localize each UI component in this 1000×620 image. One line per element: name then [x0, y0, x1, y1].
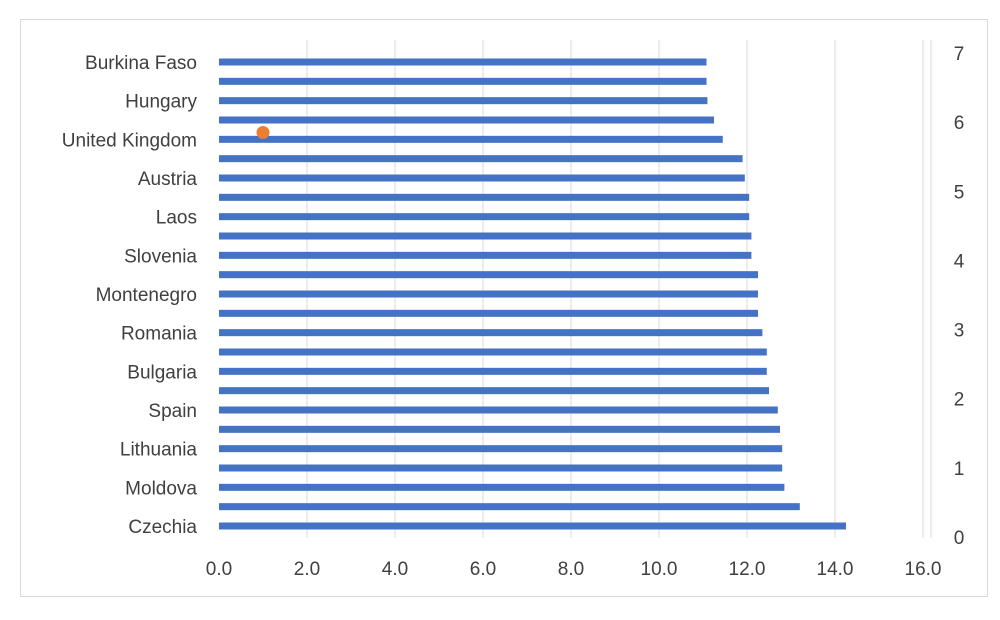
secondary-axis: 0 1 2 3 4 5 6 7	[930, 40, 965, 549]
bar	[219, 406, 778, 414]
bars	[219, 58, 846, 530]
bar	[219, 97, 708, 105]
x-tick-labels: 0.0 2.0 4.0 6.0 8.0 10.0 12.0 14.0 16.0	[206, 559, 942, 580]
bar	[219, 232, 752, 240]
bar	[219, 155, 743, 163]
x-tick-label: 6.0	[470, 559, 496, 580]
x-tick-label: 8.0	[558, 559, 584, 580]
bar	[219, 425, 780, 433]
bar	[219, 135, 723, 143]
y-tick-label: Austria	[138, 169, 198, 190]
y2-tick-label: 1	[954, 459, 965, 480]
y-tick-label: Montenegro	[96, 285, 197, 306]
bar	[219, 483, 785, 491]
x-tick-label: 0.0	[206, 559, 232, 580]
x-tick-label: 14.0	[817, 559, 854, 580]
y2-tick-label: 6	[954, 113, 965, 134]
y-tick-label: Laos	[156, 208, 197, 229]
y2-tick-label: 0	[954, 528, 965, 549]
bar	[219, 271, 758, 279]
bar	[219, 213, 750, 221]
bar	[219, 251, 752, 259]
y-tick-label: Czechia	[128, 517, 197, 538]
y-tick-label: Lithuania	[120, 440, 198, 461]
x-tick-label: 10.0	[641, 559, 678, 580]
y-tick-label: Romania	[121, 324, 197, 345]
gridlines	[306, 40, 924, 538]
y2-tick-label: 4	[954, 251, 965, 272]
bar	[219, 522, 846, 530]
y-tick-label: Moldova	[125, 478, 197, 499]
y-tick-label: Slovenia	[124, 246, 197, 267]
bar	[219, 116, 714, 124]
x-tick-label: 2.0	[294, 559, 320, 580]
bar	[219, 348, 767, 356]
y2-tick-label: 7	[954, 44, 965, 65]
bar	[219, 387, 769, 395]
bar	[219, 77, 707, 85]
y-tick-label: Bulgaria	[127, 362, 197, 383]
category-labels: Czechia Moldova Lithuania Spain Bulgaria Roma…	[62, 53, 198, 538]
y-tick-label: United Kingdom	[62, 130, 197, 151]
bar-chart: Czechia Moldova Lithuania Spain Bulgaria Roma…	[62, 40, 965, 580]
chart-frame: Czechia Moldova Lithuania Spain Bulgaria Roma…	[20, 19, 988, 597]
bar	[219, 290, 758, 298]
scatter-points	[256, 126, 270, 140]
bar	[219, 503, 800, 511]
x-tick-label: 16.0	[905, 559, 942, 580]
bar	[219, 58, 707, 66]
y-tick-label: Hungary	[125, 92, 197, 113]
bar	[219, 329, 763, 337]
scatter-point	[256, 126, 270, 140]
bar	[219, 309, 758, 317]
y2-tick-label: 5	[954, 182, 965, 203]
x-tick-label: 4.0	[382, 559, 408, 580]
y-tick-label: Burkina Faso	[85, 53, 197, 74]
y2-tick-label: 2	[954, 390, 965, 411]
bar	[219, 464, 783, 472]
bar	[219, 445, 783, 453]
y2-tick-label: 3	[954, 321, 965, 342]
y-tick-label: Spain	[148, 401, 197, 422]
x-tick-label: 12.0	[729, 559, 766, 580]
bar	[219, 367, 767, 375]
bar	[219, 193, 750, 201]
bar	[219, 174, 745, 182]
